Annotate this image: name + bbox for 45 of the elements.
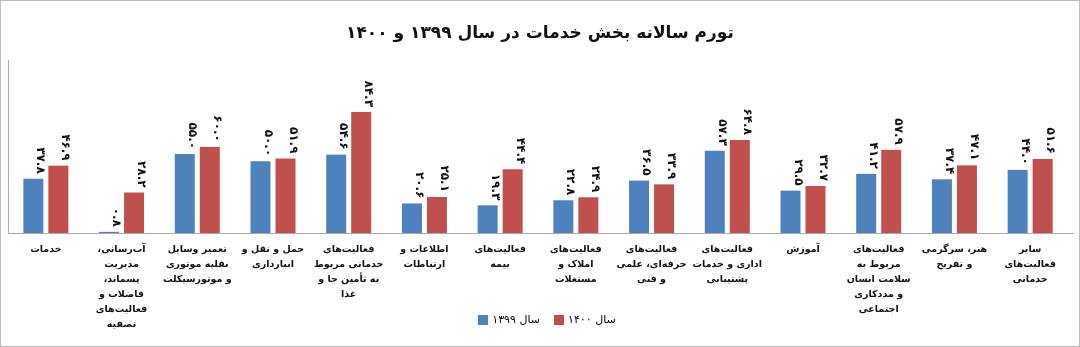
legend-label: سال ۱۴۰۰ (568, 313, 616, 326)
data-label: ۳۲.۷ (816, 154, 831, 182)
x-tick-label: فعالیت‌های بیمه (473, 242, 527, 271)
data-label: ۱۹.۳ (488, 173, 503, 201)
x-tick-label: آب‌رسانی، مدیریت پسماند، فاضلاب و فعالیت‌های تصفیه (94, 241, 149, 331)
data-label: ۵۵.۰ (185, 122, 200, 150)
data-label: ۸۴.۳ (362, 80, 377, 108)
data-label: ۵۴.۶ (337, 123, 352, 150)
x-tick-label: هنر، سرگرمی و تفریح (920, 242, 989, 271)
x-tick-label: تعمیر وسایل نقلیه موتوری و موتورسیکلت (161, 242, 233, 286)
data-label: ۵۷.۹ (892, 118, 907, 146)
data-label: ۵۱.۹ (286, 126, 301, 155)
x-tick-label: آموزش (785, 241, 821, 256)
data-label: ۵۷.۳ (715, 119, 730, 147)
data-label: ۰.۸ (110, 207, 125, 228)
data-label: ۳۳.۹ (665, 152, 680, 181)
data-label: ۲۵.۱ (437, 165, 452, 192)
x-tick-label: حمل و نقل و انبارداری (240, 242, 306, 271)
data-label: ۵۰.۰ (261, 129, 276, 157)
data-label: ۴۴.۰ (1018, 138, 1033, 165)
data-label: ۳۷.۸ (34, 147, 49, 175)
data-label: ۳۶.۵ (640, 149, 655, 176)
x-tick-label: خدمات (29, 242, 63, 256)
data-label: ۲۰.۶ (412, 171, 427, 199)
data-label: ۲۸.۲ (135, 160, 150, 189)
x-tick-label: سایر فعالیت‌های خدماتی (1003, 242, 1057, 286)
x-tick-label: فعالیت‌های املاک و مستغلات (549, 242, 603, 286)
data-label: ۶۴.۸ (740, 108, 755, 136)
x-tick-label: فعالیت‌های اداری و خدمات پشتیبانی (691, 242, 763, 286)
data-label: ۳۷.۴ (942, 147, 957, 175)
chart-title: تورم سالانه بخش خدمات در سال ۱۳۹۹ و ۱۴۰۰ (345, 22, 735, 42)
legend-label: سال ۱۳۹۹ (492, 313, 540, 326)
data-label: ۶۰.۰ (210, 115, 225, 142)
x-tick-label: فعالیت‌های مربوط به سلامت انسان و مددکاری اجتماعی (845, 242, 912, 316)
x-tick-label: فعالیت‌های حرفه‌ای، علمی و فنی (615, 242, 688, 286)
data-label: ۵۱.۶ (1043, 127, 1058, 154)
x-tick-label: اطلاعات و ارتباطات (399, 242, 450, 271)
data-label: ۴۷.۱ (967, 133, 982, 161)
x-tick-label: فعالیت‌های خدماتی مربوط به تأمین جا و غذا (312, 242, 385, 301)
data-label: ۲۹.۵ (791, 159, 806, 186)
data-label: ۴۴.۴ (513, 137, 528, 165)
data-label: ۴۶.۹ (59, 134, 74, 162)
data-label: ۴۱.۲ (867, 142, 882, 170)
data-label: ۲۴.۹ (589, 165, 604, 193)
data-label: ۲۲.۸ (564, 168, 579, 196)
